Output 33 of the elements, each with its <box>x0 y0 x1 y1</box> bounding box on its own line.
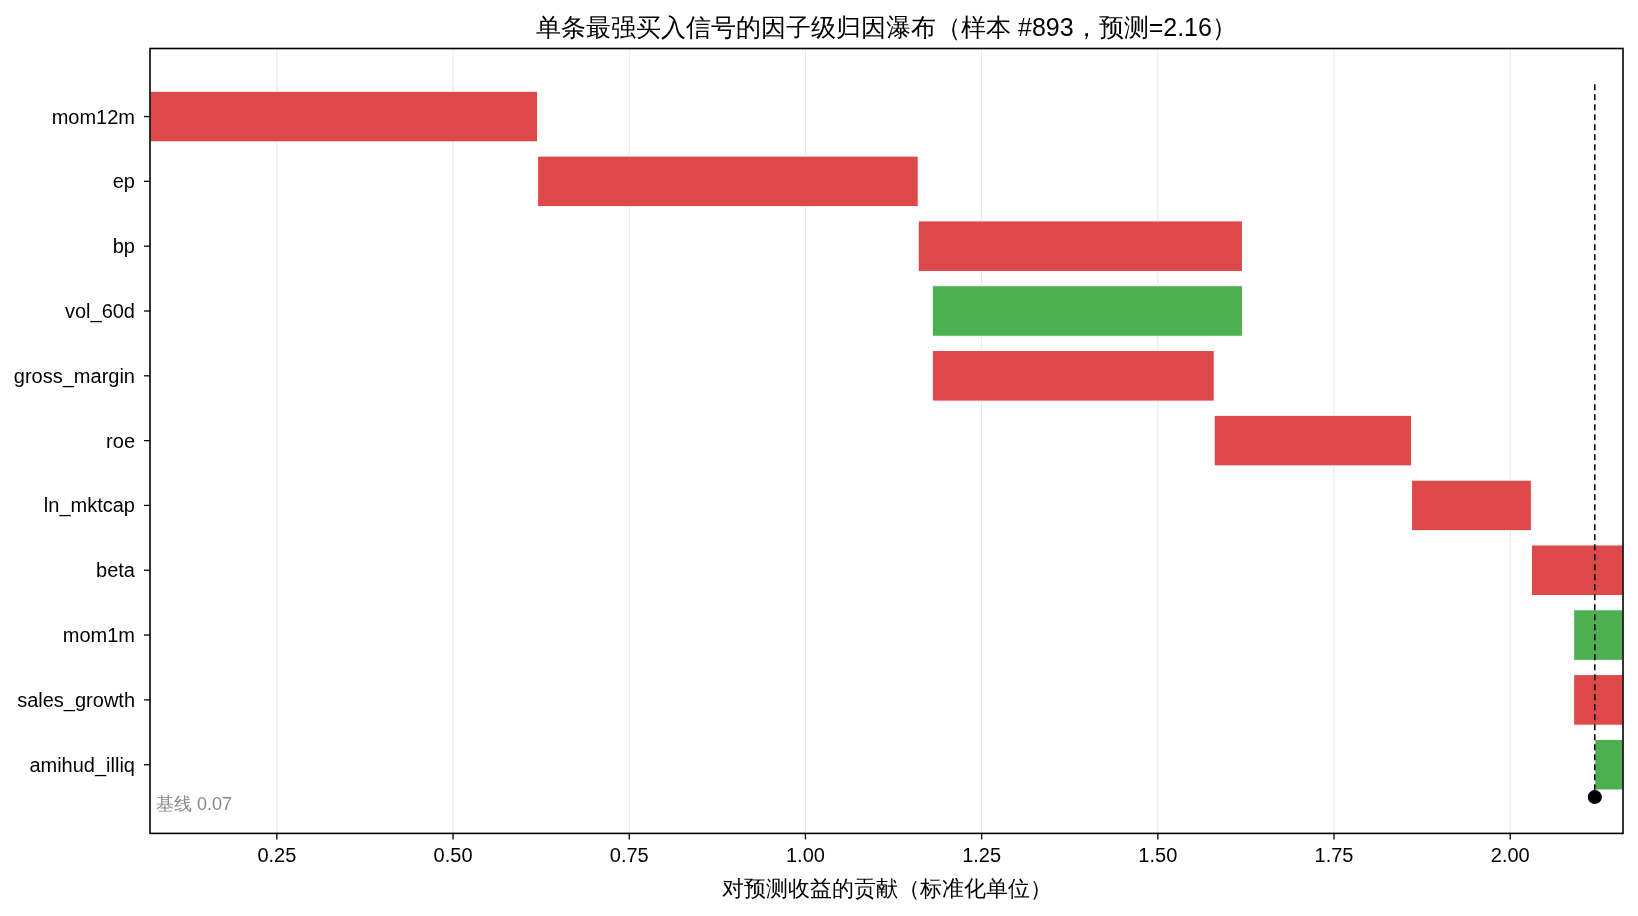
bar <box>537 155 919 208</box>
y-tick-label: bp <box>112 235 135 258</box>
y-tick-label: mom1m <box>62 624 135 647</box>
x-tick-label: 0.25 <box>257 844 297 867</box>
y-tick-label: ln_mktcap <box>43 494 135 518</box>
chart-title: 单条最强买入信号的因子级归因瀑布（样本 #893，预测=2.16） <box>536 13 1237 41</box>
x-tick-label: 0.75 <box>609 844 649 867</box>
bar <box>917 220 1243 272</box>
bar <box>1573 609 1623 661</box>
bar <box>150 90 539 143</box>
x-tick-label: 1.50 <box>1138 844 1178 867</box>
y-tick-label: gross_margin <box>13 364 135 388</box>
x-tick-label: 1.25 <box>962 844 1002 867</box>
bar <box>1213 414 1413 467</box>
y-tick-label: amihud_illiq <box>29 753 135 777</box>
y-tick-label: beta <box>96 559 136 582</box>
y-tick-label: mom12m <box>51 105 135 128</box>
bar <box>1411 479 1532 532</box>
y-tick-label: vol_60d <box>64 300 135 323</box>
bar <box>1594 738 1623 791</box>
bar <box>1530 544 1623 597</box>
x-tick-label: 1.00 <box>785 844 825 867</box>
bar <box>1573 674 1623 726</box>
y-tick-label: roe <box>106 429 135 452</box>
bar <box>931 285 1243 337</box>
x-tick-label: 0.50 <box>433 844 473 867</box>
annotation: 基线 0.07 <box>156 794 233 815</box>
x-tick-label: 2.00 <box>1490 844 1530 867</box>
y-tick-label: sales_growth <box>17 688 135 712</box>
x-tick-label: 1.75 <box>1314 844 1354 867</box>
bar <box>931 350 1215 402</box>
x-axis-title: 对预测收益的贡献（标准化单位） <box>721 875 1052 901</box>
y-tick-label: ep <box>112 170 135 193</box>
